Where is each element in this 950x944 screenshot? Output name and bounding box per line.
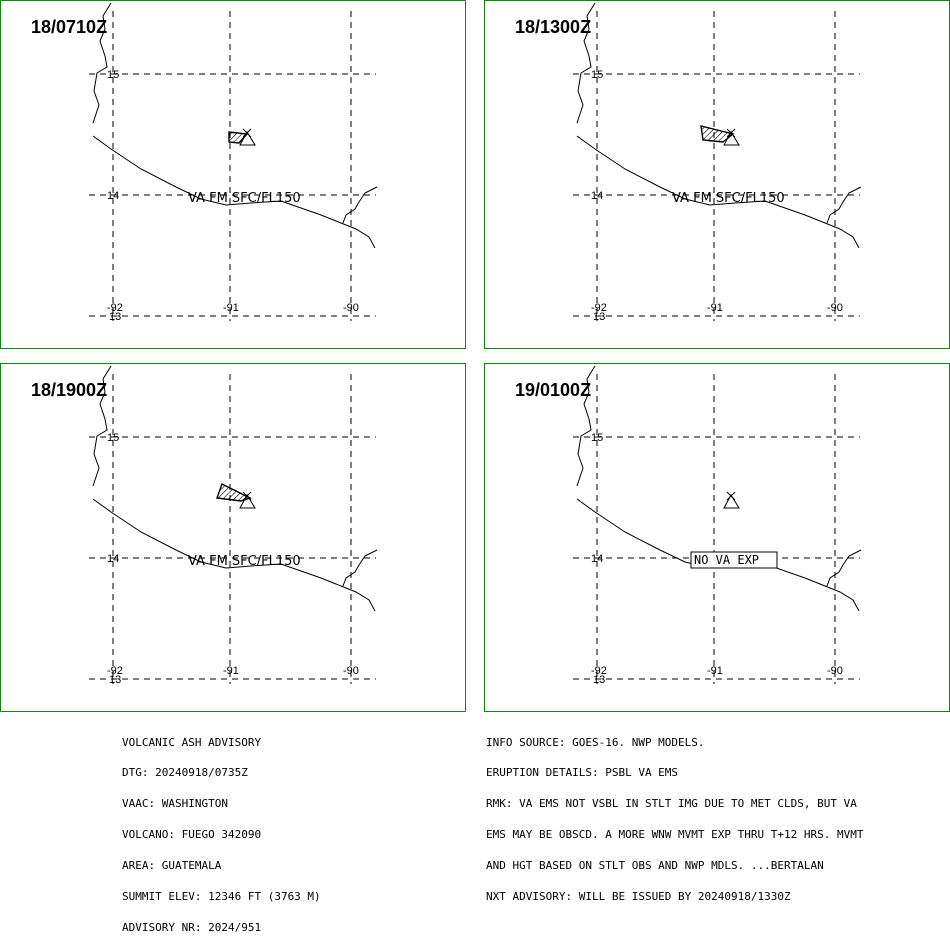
advisory-line: EMS MAY BE OBSCD. A MORE WNW MVMT EXP TH… — [486, 828, 864, 842]
map-panel-2: -92 -91 -90 15 14 13 VA FM SFC/FL150 18/1300Z — [484, 0, 950, 349]
latitude-label: 14 — [591, 190, 603, 202]
ash-height-label: VA FM SFC/FL150 — [188, 554, 301, 569]
advisory-line: SUMMIT ELEV: 12346 FT (3763 M) — [122, 890, 321, 904]
advisory-line: DTG: 20240918/0735Z — [122, 766, 248, 780]
border-line — [92, 2, 112, 124]
longitude-label: -91 — [707, 665, 723, 677]
latitude-label: 14 — [591, 553, 603, 565]
advisory-line: ERUPTION DETAILS: PSBL VA EMS — [486, 766, 679, 780]
advisory-info-left: VOLCANIC ASH ADVISORY DTG: 20240918/0735… — [122, 717, 321, 944]
ash-plume-area — [216, 483, 252, 502]
latitude-label: 15 — [107, 69, 119, 81]
map-panel-1: -92 -91 -90 15 14 13 VA FM SFC/FL150 18/0710Z — [0, 0, 466, 349]
border-line — [92, 365, 112, 487]
map-canvas: -92 -91 -90 15 14 13 VA FM SFC/FL150 — [573, 2, 862, 323]
latitude-label: 13 — [109, 311, 121, 323]
latitude-label: 15 — [107, 432, 119, 444]
volcano-marker — [726, 491, 736, 501]
longitude-label: -90 — [343, 302, 359, 314]
latitude-label: 15 — [591, 69, 603, 81]
no-ash-label: NO VA EXP — [694, 553, 759, 567]
advisory-line: NXT ADVISORY: WILL BE ISSUED BY 20240918… — [486, 890, 791, 904]
ash-plume-area — [700, 125, 735, 143]
longitude-label: -91 — [707, 302, 723, 314]
longitude-label: -90 — [827, 665, 843, 677]
panel-time-label: 19/0100Z — [515, 380, 592, 400]
coastline — [92, 135, 376, 249]
advisory-line: AREA: GUATEMALA — [122, 859, 222, 873]
border-line — [826, 186, 862, 224]
map-canvas: -92 -91 -90 15 14 13 NO VA EXP — [573, 365, 862, 686]
latitude-label: 13 — [109, 674, 121, 686]
map-panel-3: -92 -91 -90 15 14 13 VA FM SFC/FL150 18/1900Z — [0, 363, 466, 712]
no-ash-box — [690, 551, 778, 569]
latitude-label: 14 — [107, 553, 119, 565]
panel-time-label: 18/1900Z — [31, 380, 108, 400]
longitude-label: -91 — [223, 302, 239, 314]
ash-height-label: VA FM SFC/FL150 — [672, 191, 785, 206]
advisory-info-right: INFO SOURCE: GOES-16. NWP MODELS. ERUPTI… — [486, 717, 864, 913]
latitude-label: 13 — [593, 674, 605, 686]
latitude-label: 14 — [107, 190, 119, 202]
volcano-marker — [723, 493, 740, 509]
longitude-label: -92 — [107, 665, 123, 677]
border-line — [826, 549, 862, 587]
advisory-line: RMK: VA EMS NOT VSBL IN STLT IMG DUE TO … — [486, 797, 857, 811]
longitude-label: -92 — [107, 302, 123, 314]
panel-time-label: 18/0710Z — [31, 17, 108, 37]
advisory-line: VAAC: WASHINGTON — [122, 797, 228, 811]
advisory-line: VOLCANO: FUEGO 342090 — [122, 828, 262, 842]
advisory-line: ADVISORY NR: 2024/951 — [122, 920, 262, 934]
advisory-line: VOLCANIC ASH ADVISORY — [122, 735, 262, 749]
latitude-label: 15 — [591, 432, 603, 444]
map-panel-4: -92 -91 -90 15 14 13 NO VA EXP 19/0100Z — [484, 363, 950, 712]
longitude-label: -90 — [343, 665, 359, 677]
longitude-label: -91 — [223, 665, 239, 677]
map-canvas: -92 -91 -90 15 14 13 VA FM SFC/FL150 — [89, 365, 378, 686]
map-canvas: -92 -91 -90 15 14 13 VA FM SFC/FL150 — [89, 2, 378, 323]
volcano-marker — [239, 493, 256, 509]
border-line — [576, 365, 596, 487]
ash-plume-area — [228, 131, 249, 144]
border-line — [342, 549, 378, 587]
advisory-line: AND HGT BASED ON STLT OBS AND NWP MDLS. … — [486, 859, 824, 873]
longitude-label: -92 — [591, 302, 607, 314]
coastline — [92, 498, 376, 612]
ash-height-label: VA FM SFC/FL150 — [188, 191, 301, 206]
panel-time-label: 18/1300Z — [515, 17, 592, 37]
longitude-label: -90 — [827, 302, 843, 314]
advisory-line: INFO SOURCE: GOES-16. NWP MODELS. — [486, 735, 705, 749]
border-line — [342, 186, 378, 224]
coastline — [576, 135, 860, 249]
border-line — [576, 2, 596, 124]
longitude-label: -92 — [591, 665, 607, 677]
latitude-label: 13 — [593, 311, 605, 323]
